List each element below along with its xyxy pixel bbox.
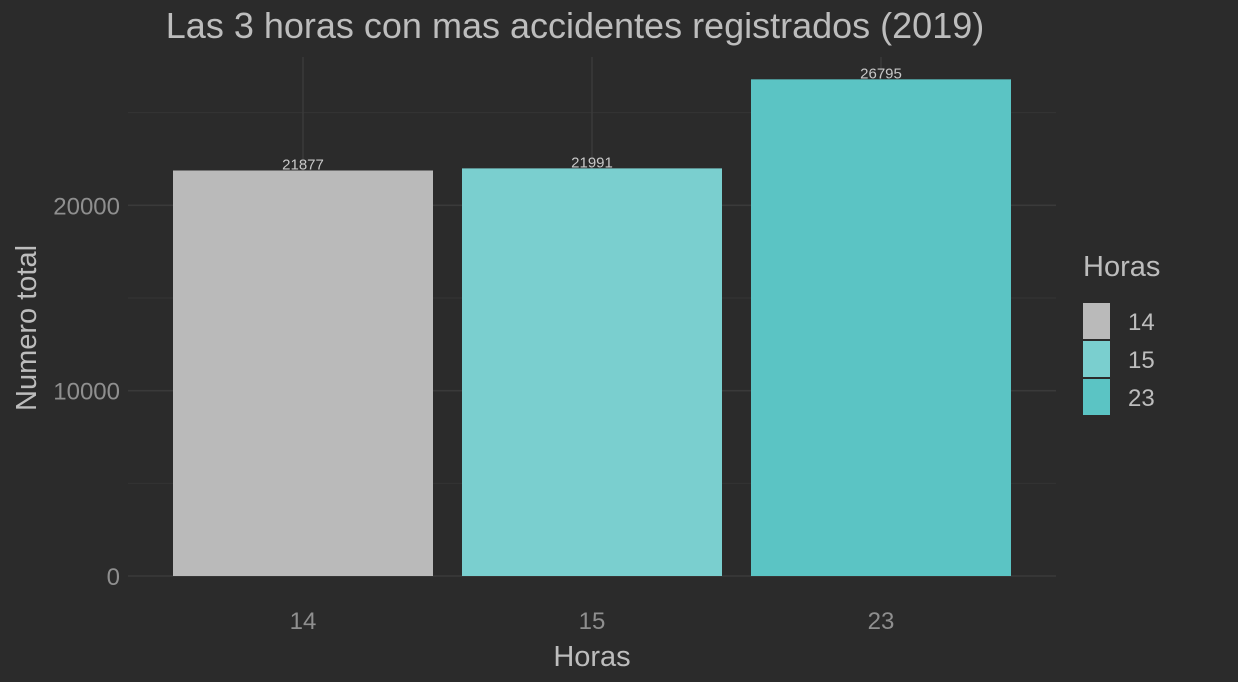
bars-group [173, 79, 1011, 576]
x-tick-label-23: 23 [868, 608, 895, 635]
chart-title: Las 3 horas con mas accidentes registrad… [166, 5, 984, 46]
legend-key-15 [1083, 341, 1110, 377]
legend-key-23 [1083, 379, 1110, 415]
legend-items: 14 15 23 [1083, 303, 1155, 415]
x-tick-label-15: 15 [579, 608, 606, 635]
y-tick-label-1: 10000 [53, 379, 120, 406]
x-axis-title: Horas [553, 641, 630, 673]
bar-15 [462, 168, 722, 576]
data-label-23: 26795 [860, 65, 902, 82]
y-tick-label-0: 0 [107, 564, 120, 591]
legend-label-14: 14 [1128, 309, 1155, 336]
data-label-15: 21991 [571, 154, 613, 171]
legend-label-15: 15 [1128, 347, 1155, 374]
y-axis-title: Numero total [11, 245, 43, 411]
legend-key-14 [1083, 303, 1110, 339]
x-tick-label-14: 14 [290, 608, 317, 635]
y-axis-ticks: 0 10000 20000 [53, 193, 120, 591]
legend-title: Horas [1083, 251, 1160, 283]
x-axis-ticks: 14 15 23 [290, 608, 895, 635]
legend: Horas 14 15 23 [1083, 251, 1160, 415]
bar-14 [173, 170, 433, 576]
data-label-14: 21877 [282, 156, 324, 173]
bar-23 [751, 79, 1011, 576]
legend-label-23: 23 [1128, 385, 1155, 412]
y-tick-label-2: 20000 [53, 193, 120, 220]
data-labels-group: 21877 21991 26795 [282, 65, 902, 173]
